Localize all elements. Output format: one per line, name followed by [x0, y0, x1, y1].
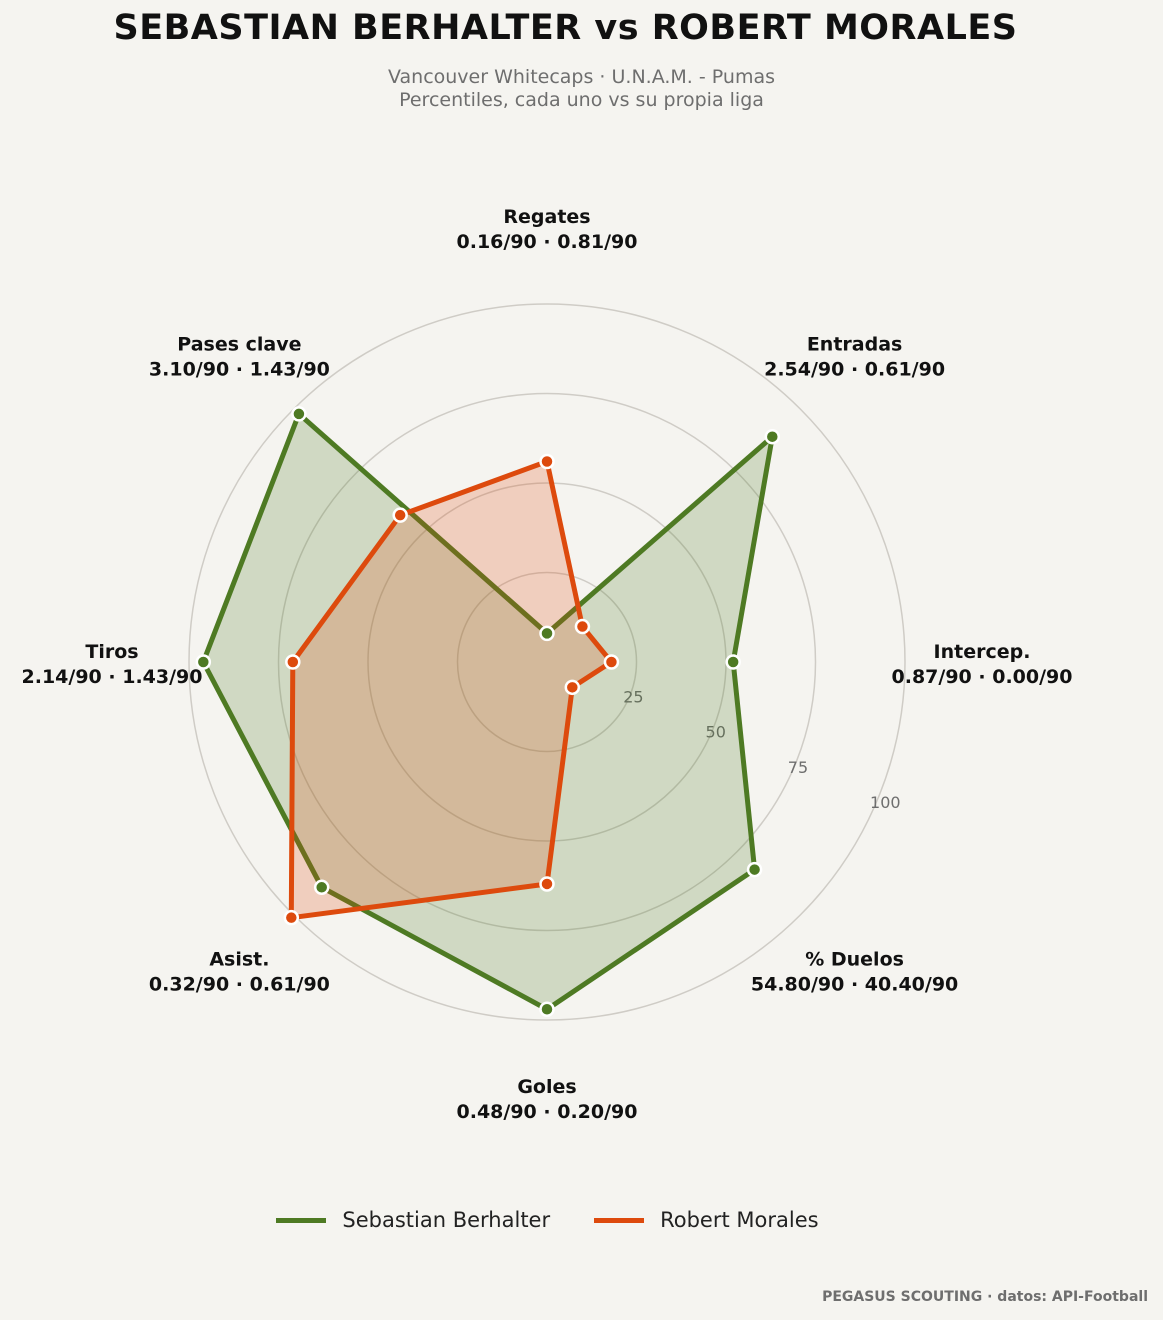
axis-label-0: Regates — [503, 206, 590, 228]
axis-values-6: 2.14/90 · 1.43/90 — [22, 666, 203, 688]
legend-swatch-morales — [594, 1217, 645, 1223]
axis-values-1: 2.54/90 · 0.61/90 — [764, 358, 945, 380]
axis-label-7: Pases clave — [177, 333, 301, 355]
chart-title: SEBASTIAN BERHALTER vs ROBERT MORALES — [113, 8, 1018, 48]
legend-label-berhalter: Sebastian Berhalter — [342, 1208, 551, 1232]
series-1-point-4 — [539, 876, 555, 892]
axis-label-1: Entradas — [807, 333, 903, 355]
series-0-point-0 — [539, 625, 555, 642]
series-1-point-5 — [283, 909, 300, 926]
series-1-point-2 — [603, 654, 620, 670]
axis-values-0: 0.16/90 · 0.81/90 — [457, 231, 638, 253]
chart-subtitle-description: Percentiles, cada uno vs su propia liga — [399, 89, 764, 111]
tick-label-50: 50 — [706, 723, 726, 742]
axis-values-2: 0.87/90 · 0.00/90 — [892, 666, 1073, 688]
series-0-point-1 — [764, 428, 781, 445]
legend-label-morales: Robert Morales — [660, 1208, 819, 1232]
axis-values-5: 0.32/90 · 0.61/90 — [149, 974, 330, 996]
legend-item-berhalter: Sebastian Berhalter — [276, 1208, 550, 1232]
footer-credit: PEGASUS SCOUTING · datos: API-Football — [822, 1289, 1148, 1305]
chart-legend: Sebastian Berhalter Robert Morales — [0, 1208, 1129, 1232]
tick-label-100: 100 — [870, 793, 901, 812]
series-1-point-3 — [564, 679, 581, 696]
axis-label-2: Intercep. — [934, 641, 1031, 663]
tick-label-25: 25 — [623, 687, 643, 706]
axis-label-5: Asist. — [209, 949, 269, 971]
series-1-point-7 — [392, 507, 408, 523]
series-0-point-3 — [746, 861, 763, 878]
axis-values-7: 3.10/90 · 1.43/90 — [149, 358, 330, 380]
legend-item-morales: Robert Morales — [594, 1208, 819, 1232]
series-1-point-1 — [574, 618, 591, 635]
series-0-point-4 — [539, 1001, 555, 1018]
series-0-point-5 — [313, 879, 330, 896]
series-0-point-7 — [291, 406, 307, 422]
tick-label-75: 75 — [788, 758, 808, 777]
grid-ring-25 — [456, 571, 638, 753]
axis-values-3: 54.80/90 · 40.40/90 — [751, 974, 958, 996]
axis-label-3: % Duelos — [805, 949, 904, 971]
grid-ring-75 — [277, 392, 817, 932]
series-1-point-0 — [539, 453, 555, 470]
series-0-point-6 — [195, 654, 212, 670]
axis-label-6: Tiros — [85, 641, 138, 663]
series-area-1 — [291, 461, 612, 918]
legend-swatch-berhalter — [276, 1217, 327, 1223]
chart-subtitle-teams: Vancouver Whitecaps · U.N.A.M. - Pumas — [387, 66, 775, 88]
series-1-point-6 — [285, 654, 301, 670]
grid-ring-100 — [188, 303, 906, 1021]
axis-values-4: 0.48/90 · 0.20/90 — [457, 1101, 638, 1123]
series-0-point-2 — [725, 654, 741, 670]
axis-label-4: Goles — [517, 1076, 576, 1098]
